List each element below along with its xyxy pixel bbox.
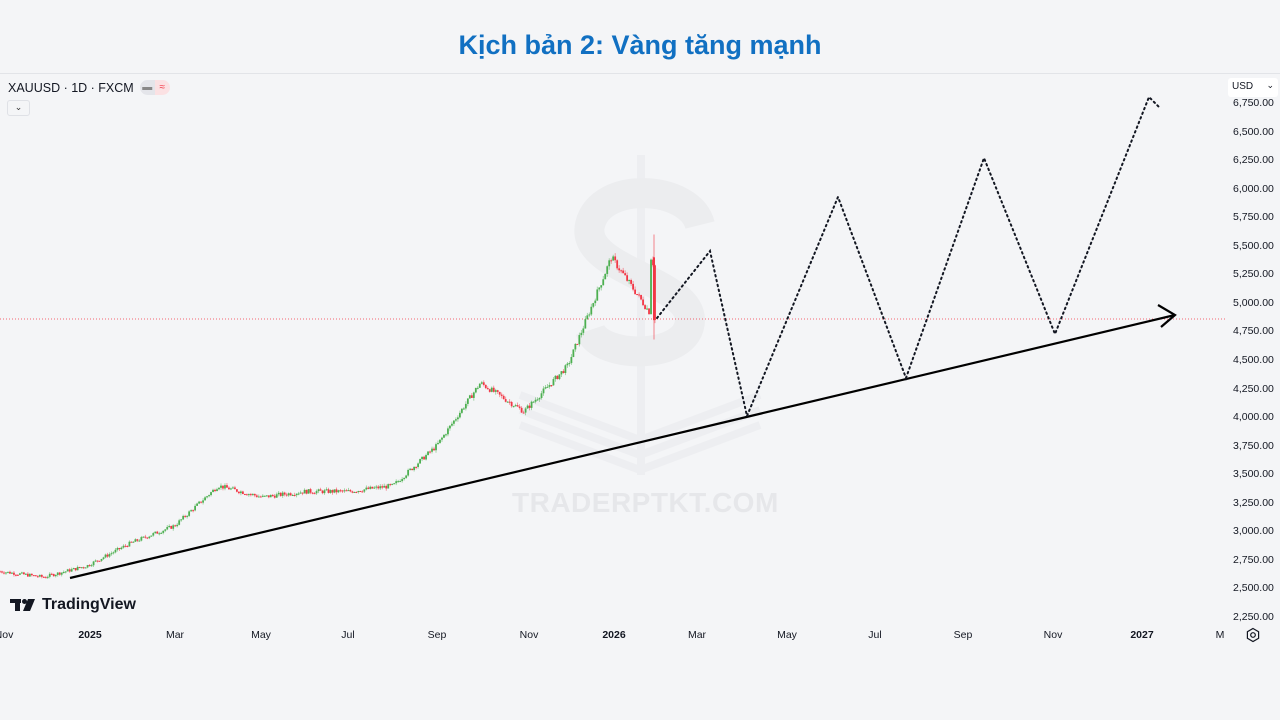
- arrow-head-icon: [1157, 304, 1177, 328]
- price-tick-label: 4,000.00: [1233, 411, 1274, 424]
- currency-selector[interactable]: USD ⌄: [1228, 78, 1278, 97]
- projection-path[interactable]: [656, 95, 1160, 420]
- time-tick-label: Mar: [165, 629, 185, 641]
- time-tick-label: Sep: [427, 629, 447, 641]
- price-tick-label: 3,750.00: [1233, 439, 1274, 452]
- currency-value: USD: [1232, 81, 1254, 92]
- price-tick-label: 2,250.00: [1233, 610, 1274, 623]
- price-tick-label: 6,250.00: [1233, 154, 1274, 167]
- price-tick-label: 4,500.00: [1233, 353, 1274, 366]
- time-tick-label: 2027: [1130, 629, 1154, 641]
- price-tick-label: 4,250.00: [1233, 382, 1274, 395]
- time-tick-label: Mar: [687, 629, 707, 641]
- time-tick-label: Nov: [0, 629, 14, 641]
- status-pill[interactable]: ▬ ≈: [139, 80, 170, 95]
- price-tick-label: 6,500.00: [1233, 125, 1274, 138]
- price-tick-label: 5,750.00: [1233, 211, 1274, 224]
- page-title: Kịch bản 2: Vàng tăng mạnh: [458, 30, 822, 60]
- price-tick-label: 3,500.00: [1233, 468, 1274, 481]
- symbol-info[interactable]: XAUUSD · 1D · FXCM ▬ ≈: [8, 80, 170, 95]
- dollar-watermark-icon: [518, 155, 762, 475]
- title-divider: [0, 73, 1280, 74]
- price-tick-label: 5,500.00: [1233, 239, 1274, 252]
- approx-icon: ≈: [154, 80, 170, 95]
- time-tick-label: M: [1215, 629, 1225, 641]
- candlestick-series: [0, 234, 656, 579]
- time-tick-label: Jul: [868, 629, 882, 641]
- price-tick-label: 2,500.00: [1233, 582, 1274, 595]
- price-tick-label: 5,250.00: [1233, 268, 1274, 281]
- time-tick-label: Jul: [341, 629, 355, 641]
- chevron-down-icon: ⌄: [1266, 80, 1274, 90]
- price-tick-label: 3,250.00: [1233, 496, 1274, 509]
- settings-gear-icon[interactable]: [1245, 627, 1261, 643]
- price-tick-label: 6,000.00: [1233, 182, 1274, 195]
- tradingview-logo-icon: [10, 599, 35, 611]
- tradingview-logo[interactable]: TradingView: [10, 596, 136, 614]
- time-tick-label: Nov: [1043, 629, 1063, 641]
- time-tick-label: May: [251, 629, 271, 641]
- chevron-down-icon: ⌄: [14, 103, 23, 113]
- time-tick-label: Nov: [519, 629, 539, 641]
- price-tick-label: 5,000.00: [1233, 296, 1274, 309]
- time-tick-label: 2026: [602, 629, 626, 641]
- price-tick-label: 4,750.00: [1233, 325, 1274, 338]
- price-tick-label: 6,750.00: [1233, 97, 1274, 109]
- collapse-legend-button[interactable]: ⌄: [7, 100, 30, 116]
- time-tick-label: May: [777, 629, 797, 641]
- time-tick-label: 2025: [78, 629, 102, 641]
- tradingview-logo-text: TradingView: [42, 596, 136, 613]
- price-tick-label: 2,750.00: [1233, 553, 1274, 566]
- trendline[interactable]: [69, 304, 1177, 580]
- symbol-label[interactable]: XAUUSD · 1D · FXCM: [8, 80, 134, 95]
- time-tick-label: Sep: [953, 629, 973, 641]
- price-tick-label: 3,000.00: [1233, 525, 1274, 538]
- watermark-text: TRADERPTKT.COM: [512, 487, 779, 518]
- minus-icon: ▬: [139, 80, 155, 95]
